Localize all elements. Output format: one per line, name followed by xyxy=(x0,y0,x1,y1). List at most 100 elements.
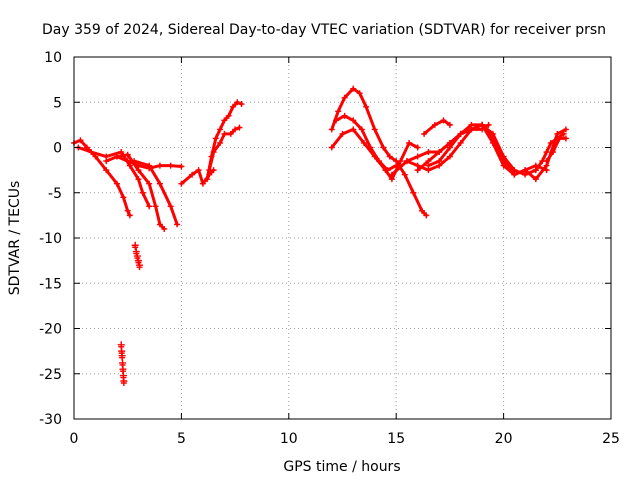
data-point xyxy=(431,121,438,128)
data-point xyxy=(126,212,133,219)
x-tick-label: 15 xyxy=(387,431,405,447)
series-track-1 xyxy=(71,137,133,219)
series-line xyxy=(330,127,420,181)
data-point xyxy=(103,167,110,174)
data-point xyxy=(206,167,213,174)
data-point xyxy=(217,126,224,133)
y-axis-label: SDTVAR / TECUs xyxy=(7,181,23,296)
data-point xyxy=(388,171,395,178)
data-point xyxy=(418,207,425,214)
series-line xyxy=(330,87,428,217)
y-tick-label: -30 xyxy=(39,412,62,428)
data-point xyxy=(120,379,127,386)
data-point xyxy=(156,162,163,169)
data-point xyxy=(217,139,224,146)
data-point xyxy=(440,117,447,124)
data-point xyxy=(382,167,389,174)
data-point xyxy=(335,108,342,115)
data-point xyxy=(156,180,163,187)
data-point xyxy=(522,167,529,174)
data-point xyxy=(403,158,410,165)
data-point xyxy=(178,163,185,170)
data-point xyxy=(199,180,206,187)
data-point xyxy=(146,203,153,210)
data-point xyxy=(152,203,159,210)
data-point xyxy=(446,121,453,128)
data-point xyxy=(547,139,554,146)
data-point xyxy=(562,126,569,133)
data-point xyxy=(414,144,421,151)
series-track-9 xyxy=(328,85,430,219)
data-point xyxy=(436,149,443,156)
data-point xyxy=(136,264,143,271)
series-line xyxy=(205,100,243,181)
data-point xyxy=(371,153,378,160)
data-point xyxy=(350,126,357,133)
data-point xyxy=(328,144,335,151)
data-point xyxy=(227,130,234,137)
data-point xyxy=(414,167,421,174)
data-point xyxy=(204,176,211,183)
data-point xyxy=(333,117,340,124)
data-point xyxy=(410,189,417,196)
y-tick-label: -5 xyxy=(48,186,62,202)
data-point xyxy=(457,139,464,146)
data-point xyxy=(380,144,387,151)
data-point xyxy=(446,144,453,151)
data-point xyxy=(560,130,567,137)
data-point xyxy=(132,244,139,251)
y-tick-label: -25 xyxy=(39,367,62,383)
data-point xyxy=(229,103,236,110)
data-point xyxy=(221,130,228,137)
y-tick-label: -15 xyxy=(39,276,62,292)
data-point xyxy=(401,171,408,178)
data-point xyxy=(485,121,492,128)
series-track-16 xyxy=(421,117,453,137)
data-point xyxy=(436,158,443,165)
data-point xyxy=(397,158,404,165)
data-point xyxy=(120,194,127,201)
data-point xyxy=(562,135,569,142)
data-point xyxy=(167,162,174,169)
data-point xyxy=(124,207,131,214)
data-point xyxy=(232,126,239,133)
data-point xyxy=(210,149,217,156)
data-point xyxy=(178,180,185,187)
series-track-2 xyxy=(75,144,153,210)
data-point xyxy=(118,149,125,156)
data-point xyxy=(446,153,453,160)
data-point xyxy=(195,167,202,174)
axis-ticks: 0 5 10 15 20 25 10 5 0 -5 -10 -15 -20 -25 -30 xyxy=(39,50,620,447)
data-point xyxy=(146,180,153,187)
data-point xyxy=(124,151,131,158)
y-tick-label: -10 xyxy=(39,231,62,247)
data-point xyxy=(212,135,219,142)
data-point xyxy=(360,139,367,146)
x-tick-label: 0 xyxy=(70,431,79,447)
data-point xyxy=(371,126,378,133)
data-point xyxy=(339,130,346,137)
y-tick-label: -20 xyxy=(39,322,62,338)
data-point xyxy=(457,130,464,137)
data-point xyxy=(356,90,363,97)
data-point xyxy=(550,149,557,156)
series-track-8 xyxy=(206,124,243,174)
data-point xyxy=(189,171,196,178)
data-point xyxy=(124,158,131,165)
series-line xyxy=(422,118,452,136)
data-point xyxy=(350,85,357,92)
series-track-18 xyxy=(543,135,569,165)
data-point xyxy=(236,124,243,131)
data-point xyxy=(414,153,421,160)
data-point xyxy=(113,180,120,187)
data-point xyxy=(556,135,563,142)
data-point xyxy=(174,221,181,228)
data-series xyxy=(71,85,569,386)
data-point xyxy=(156,221,163,228)
data-point xyxy=(341,94,348,101)
data-point xyxy=(479,121,486,128)
data-point xyxy=(421,130,428,137)
data-point xyxy=(146,165,153,172)
